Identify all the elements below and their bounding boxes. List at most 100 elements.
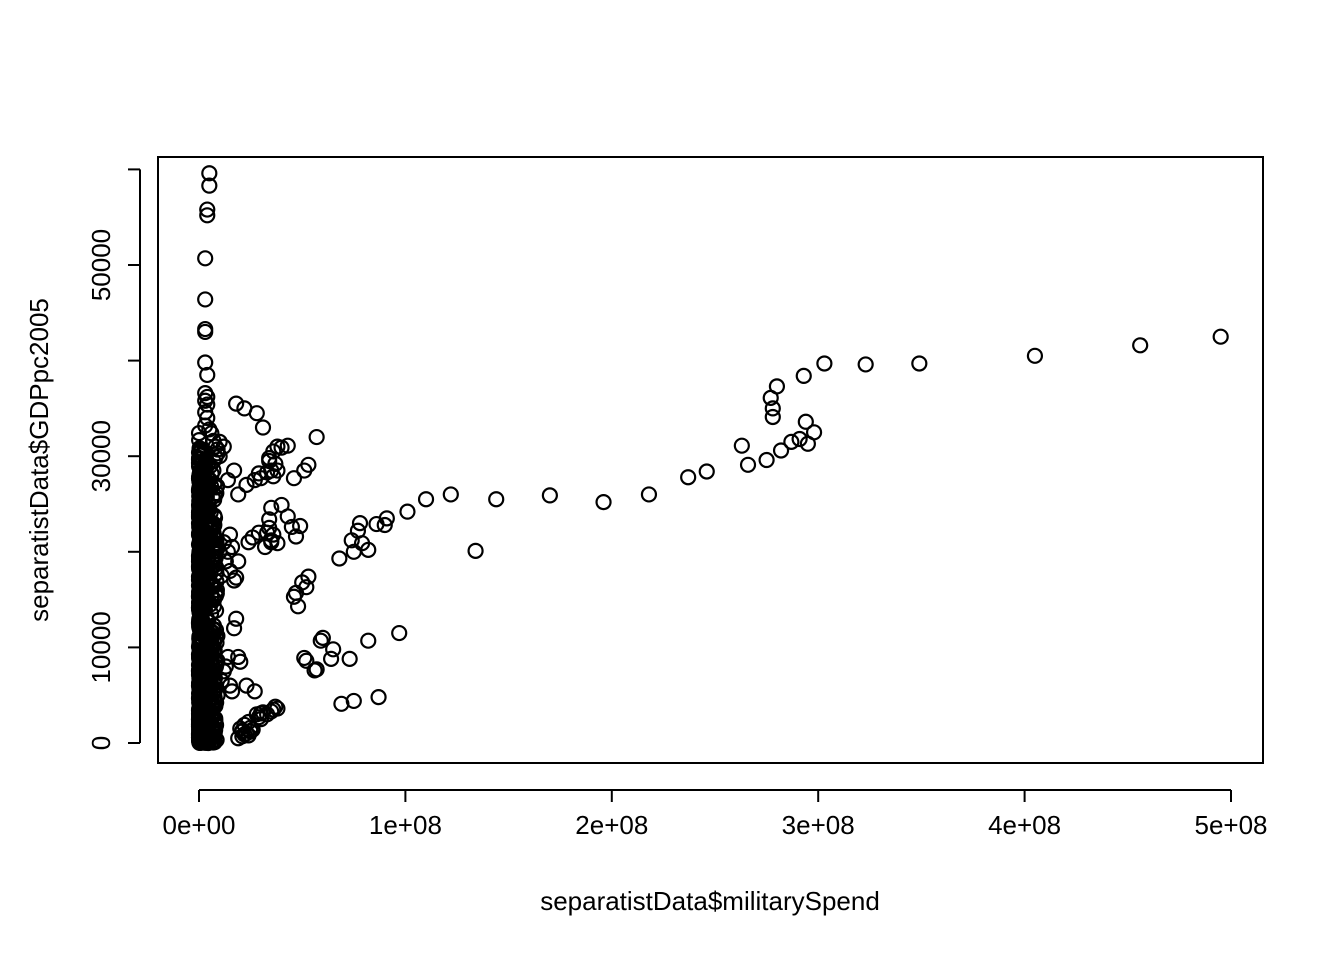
y-tick-label: 30000 <box>86 420 116 492</box>
data-point <box>762 389 779 406</box>
data-point <box>772 442 790 459</box>
data-point <box>797 413 814 430</box>
data-point <box>764 400 781 417</box>
y-axis: 0 10000 30000 50000 <box>86 168 141 750</box>
data-point <box>201 177 218 194</box>
x-tick-label: 1e+08 <box>369 810 442 840</box>
data-point <box>228 395 245 412</box>
data-point <box>190 444 208 461</box>
data-point <box>203 641 220 659</box>
data-point <box>325 641 342 658</box>
data-point <box>195 547 212 565</box>
data-point <box>201 703 218 720</box>
data-point <box>191 707 208 724</box>
data-point <box>250 524 267 541</box>
data-point <box>238 476 255 493</box>
data-point <box>399 503 416 520</box>
x-tick-label: 2e+08 <box>575 810 648 840</box>
data-point <box>1212 328 1229 345</box>
data-point <box>263 499 280 516</box>
data-point <box>345 543 362 560</box>
x-tick-label: 3e+08 <box>782 810 855 840</box>
data-point <box>764 408 781 426</box>
data-point <box>221 526 239 543</box>
data-point <box>246 683 263 700</box>
data-point <box>351 515 369 532</box>
data-point <box>197 291 214 308</box>
data-point <box>287 584 305 602</box>
x-axis: 0e+00 1e+08 2e+08 3e+08 4e+08 5e+08 <box>162 789 1268 840</box>
data-point <box>261 452 278 470</box>
data-point <box>205 536 222 553</box>
data-point <box>698 463 715 480</box>
data-point <box>306 662 323 679</box>
x-axis-label: separatistData$militarySpend <box>540 886 880 916</box>
data-point <box>296 462 313 479</box>
data-points <box>190 165 1229 752</box>
data-point <box>230 486 247 503</box>
data-point <box>360 632 377 649</box>
data-point <box>1026 347 1044 364</box>
data-point <box>263 534 280 551</box>
data-point <box>194 658 211 676</box>
data-point <box>191 731 208 748</box>
data-point <box>680 469 697 486</box>
data-point <box>791 430 808 448</box>
data-point <box>279 508 296 525</box>
data-point <box>391 624 408 642</box>
data-point <box>199 366 216 384</box>
data-point <box>240 534 257 551</box>
data-point <box>248 405 265 422</box>
data-point <box>206 509 224 526</box>
data-point <box>799 435 816 452</box>
data-point <box>246 472 263 489</box>
data-point <box>287 528 305 545</box>
data-point <box>541 487 558 504</box>
data-point <box>197 354 214 371</box>
x-tick-label: 5e+08 <box>1194 810 1267 840</box>
data-point <box>595 493 612 511</box>
x-tick-label: 0e+00 <box>162 810 235 840</box>
data-point <box>190 568 208 585</box>
data-point <box>203 465 220 482</box>
data-point <box>228 569 245 586</box>
data-point <box>343 532 360 549</box>
data-point <box>442 486 459 503</box>
data-point <box>254 419 272 436</box>
data-point <box>191 615 208 632</box>
data-point <box>857 356 874 373</box>
data-point <box>370 689 387 706</box>
data-point <box>467 542 484 559</box>
data-point <box>417 491 435 508</box>
data-point <box>191 497 208 514</box>
data-point <box>234 722 251 739</box>
data-point <box>228 610 245 627</box>
plot-frame <box>157 156 1264 764</box>
data-point <box>795 367 812 384</box>
data-point <box>783 433 800 450</box>
data-point <box>285 470 303 487</box>
data-point <box>331 550 348 567</box>
data-point <box>199 207 216 224</box>
data-point <box>283 518 300 536</box>
y-axis-label: separatistData$GDPpc2005 <box>24 298 54 622</box>
data-point <box>333 695 350 712</box>
data-point <box>911 355 928 372</box>
data-point <box>199 201 216 218</box>
data-point <box>341 650 358 667</box>
data-point <box>195 568 212 585</box>
data-point <box>199 572 217 589</box>
data-point <box>296 649 313 667</box>
data-point <box>1132 337 1149 354</box>
data-point <box>192 517 209 534</box>
data-point <box>298 652 315 669</box>
data-point <box>197 320 214 338</box>
y-tick-label: 10000 <box>86 611 116 683</box>
data-point <box>269 438 286 455</box>
data-point <box>230 730 247 747</box>
data-point <box>191 432 208 449</box>
data-point <box>225 620 243 637</box>
data-point <box>199 409 216 427</box>
data-point <box>314 629 331 646</box>
